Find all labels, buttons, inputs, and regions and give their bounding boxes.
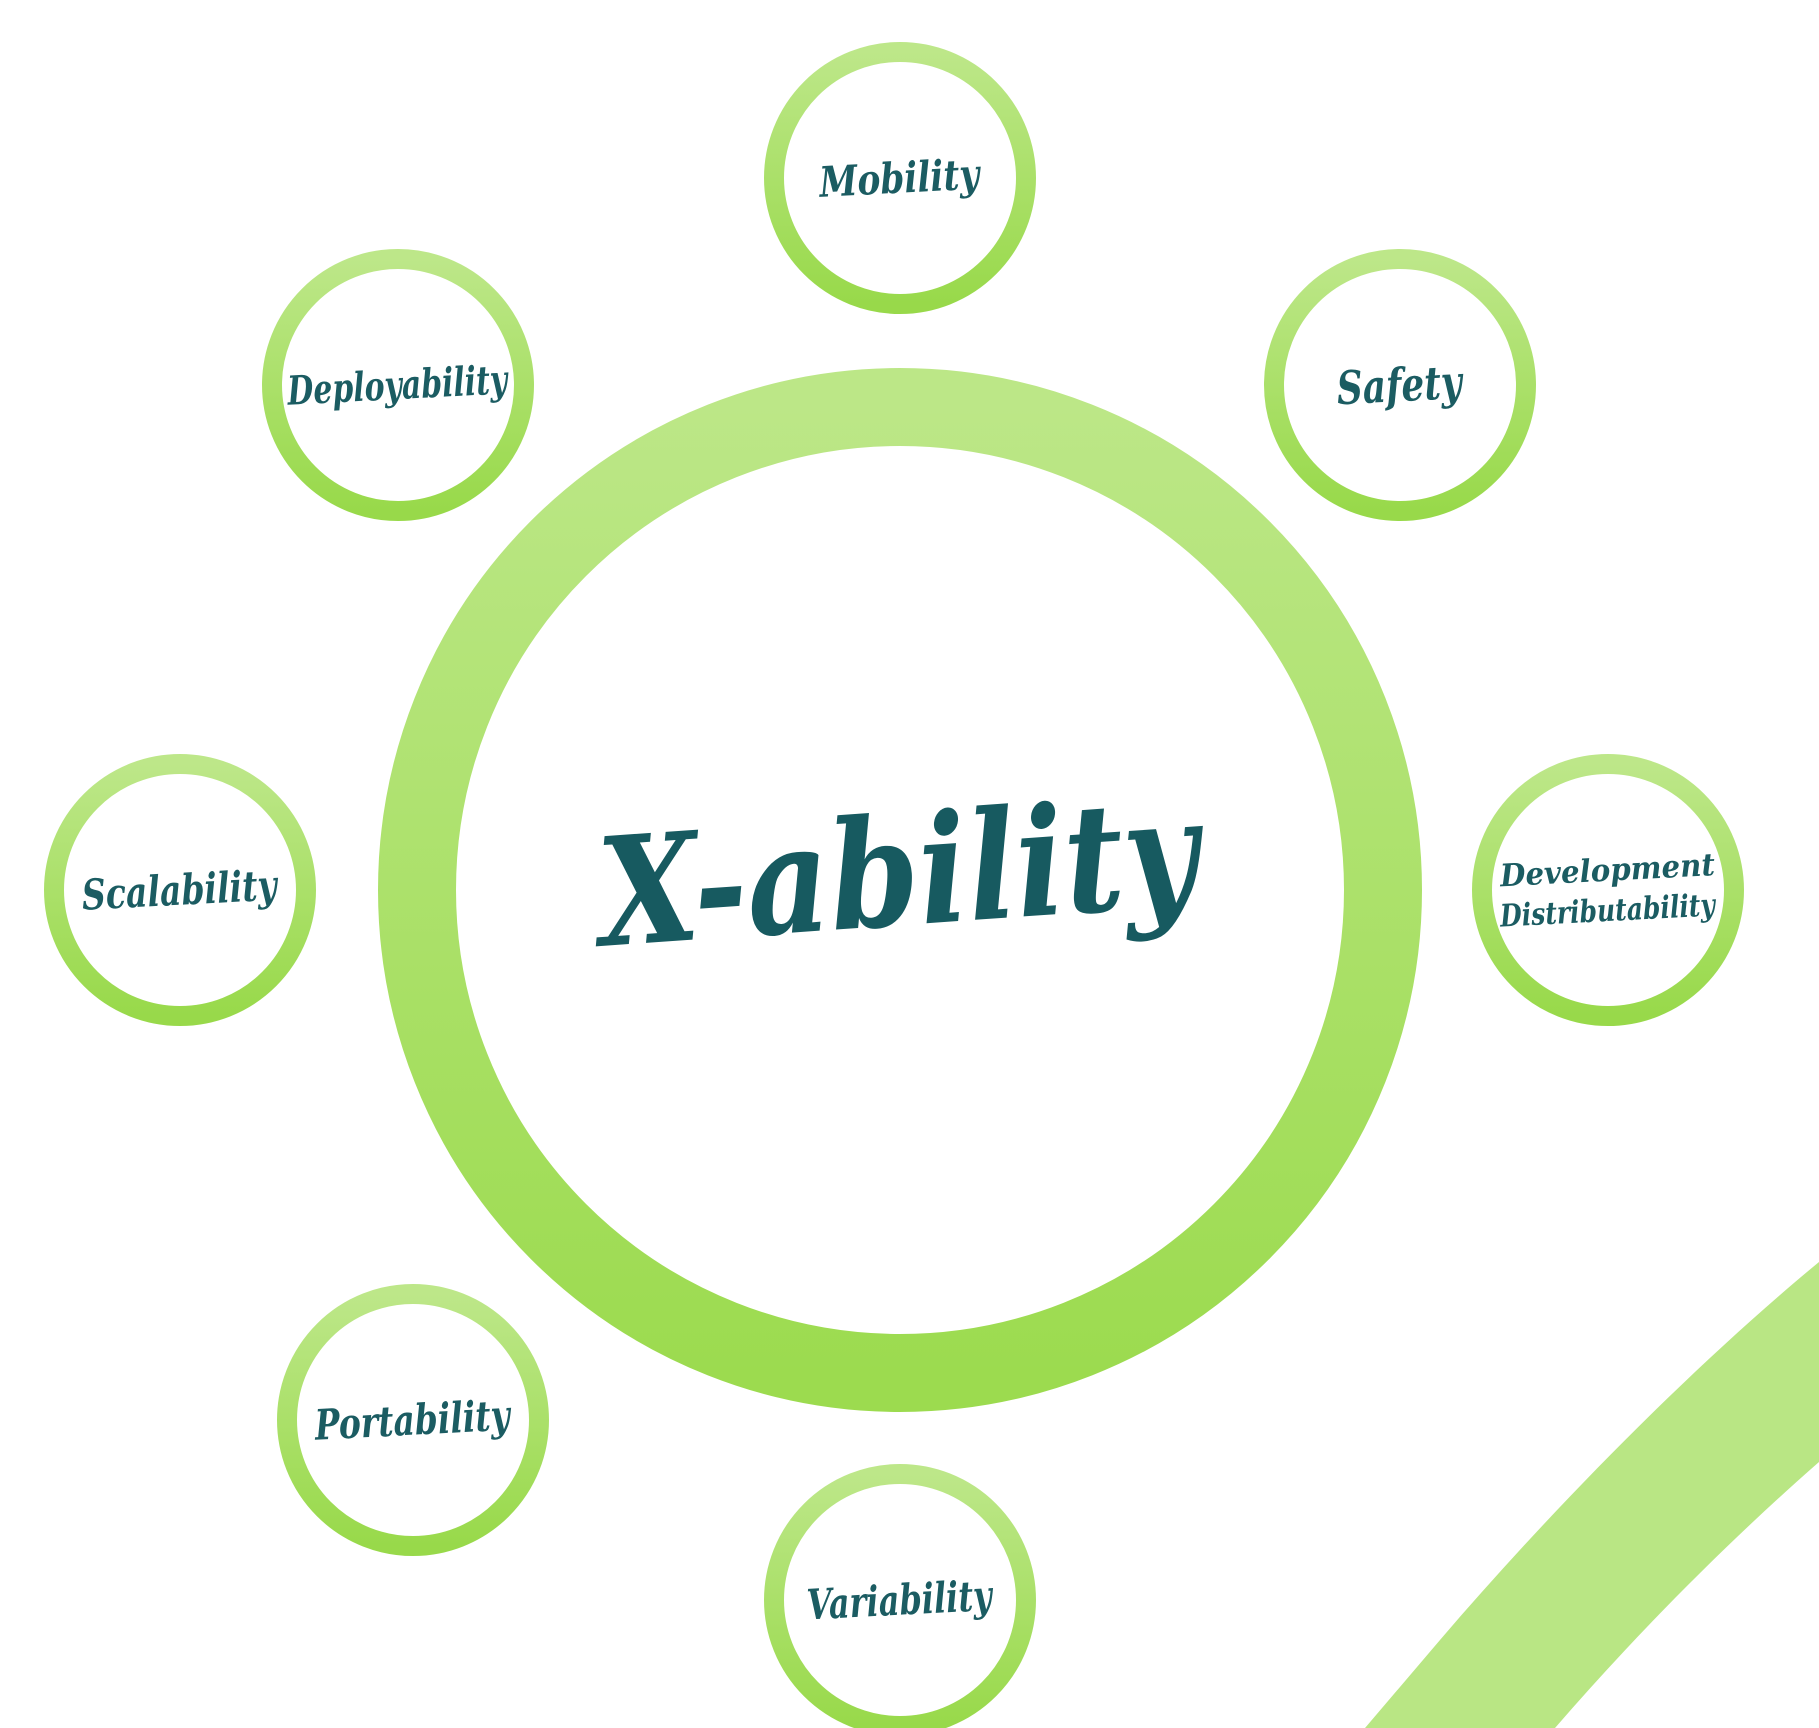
satellite-deployability: Deployability	[262, 249, 534, 521]
satellite-nodes: Mobility Safety DevelopmentDistributabilit…	[44, 42, 1744, 1728]
center-node: X-ability	[378, 368, 1422, 1412]
satellite-ring-mobility	[764, 42, 1036, 314]
satellite-scalability: Scalability	[44, 754, 316, 1026]
satellite-safety: Safety	[1264, 249, 1536, 521]
satellite-label-mobility: Mobility	[816, 149, 982, 207]
satellite-ring-safety	[1264, 249, 1536, 521]
satellite-ring-development-distributability	[1472, 754, 1744, 1026]
satellite-label-deployability: Deployability	[285, 356, 510, 415]
satellite-label-variability: Variability	[806, 1571, 995, 1630]
satellite-ring-deployability	[262, 249, 534, 521]
satellite-ring-variability	[764, 1464, 1036, 1728]
satellite-label-scalability: Scalability	[81, 861, 280, 920]
satellite-label-safety: Safety	[1335, 355, 1465, 416]
center-ring	[378, 368, 1422, 1412]
satellite-ring-portability	[277, 1284, 549, 1556]
center-label: X-ability	[586, 764, 1211, 982]
satellite-ring-scalability	[44, 754, 316, 1026]
satellite-variability: Variability	[764, 1464, 1036, 1728]
satellite-label-portability: Portability	[313, 1391, 513, 1450]
decorative-swoosh	[1365, 1262, 1819, 1728]
satellite-mobility: Mobility	[764, 42, 1036, 314]
satellite-portability: Portability	[277, 1284, 549, 1556]
